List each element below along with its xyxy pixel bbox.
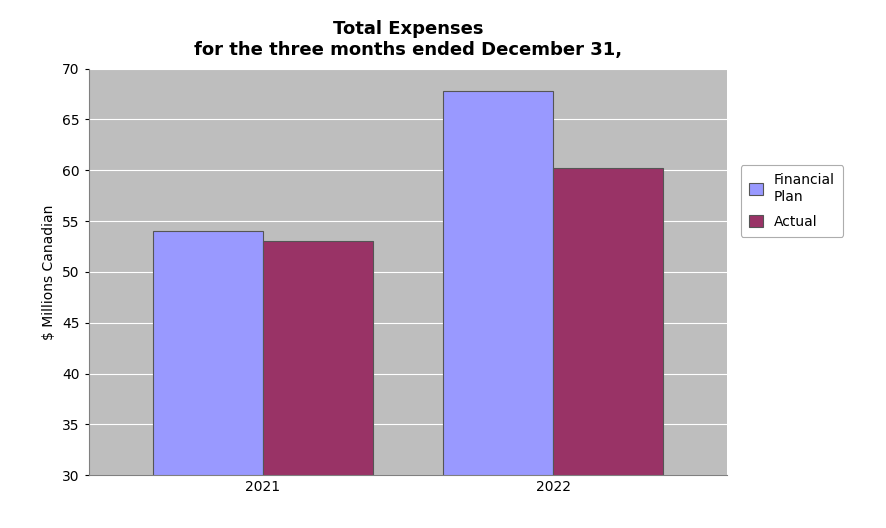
Bar: [442, 91, 553, 528]
Bar: [152, 231, 262, 528]
Bar: [262, 241, 373, 528]
Bar: [553, 168, 663, 528]
Legend: Financial
Plan, Actual: Financial Plan, Actual: [740, 165, 843, 237]
Title: Total Expenses
for the three months ended December 31,: Total Expenses for the three months ende…: [194, 20, 621, 59]
Y-axis label: $ Millions Canadian: $ Millions Canadian: [43, 204, 57, 340]
